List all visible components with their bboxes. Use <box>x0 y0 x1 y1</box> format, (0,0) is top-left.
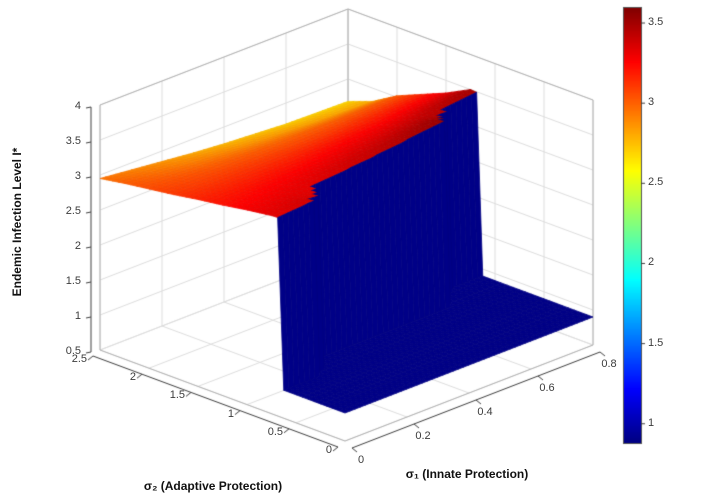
tick-label: 2 <box>129 371 136 384</box>
tick-label: 3 <box>648 96 655 109</box>
tick-label: 1.5 <box>169 389 185 402</box>
tick-label: 3.5 <box>65 135 81 147</box>
tick-label: 3 <box>74 170 81 182</box>
tick-label: 2.5 <box>648 176 664 189</box>
tick-label: 1 <box>74 310 81 322</box>
tick-label: 2.5 <box>71 353 87 365</box>
tick-label: 2 <box>648 256 655 269</box>
tick-label: 1 <box>227 407 234 420</box>
tick-label: 0.5 <box>267 425 283 438</box>
z-axis-label: Endemic Infection Level I* <box>10 147 24 297</box>
x-axis-label: σ₁ (Innate Protection) <box>405 467 529 481</box>
tick-label: 4 <box>74 100 81 112</box>
tick-label: 0.2 <box>415 430 431 442</box>
tick-label: 0.5 <box>65 345 81 357</box>
tick-label: 0.8 <box>601 358 617 370</box>
tick-label: 0 <box>325 444 332 456</box>
tick-label: 1.5 <box>648 336 664 349</box>
tick-label: 1 <box>648 416 655 429</box>
y-axis-label: σ₂ (Adaptive Protection) <box>143 479 283 493</box>
tick-label: 3.5 <box>648 16 664 29</box>
tick-label: 2 <box>74 240 81 252</box>
tick-label: 0.6 <box>539 382 555 394</box>
tick-label: 0.4 <box>477 406 493 418</box>
tick-label: 1.5 <box>65 275 81 287</box>
tick-label: 0 <box>357 454 365 466</box>
tick-label: 2.5 <box>65 205 81 217</box>
